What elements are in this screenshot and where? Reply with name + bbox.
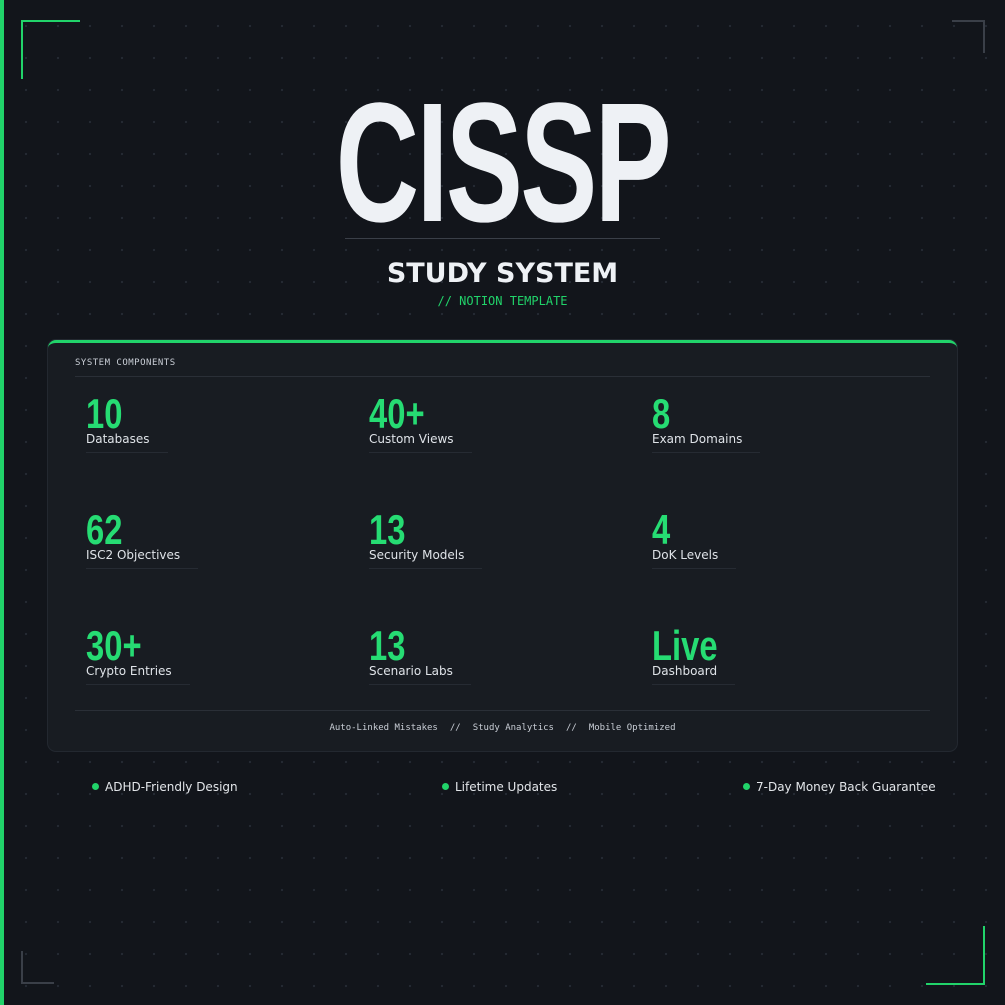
stat-label: Custom Views [369,432,472,453]
footer-item: Mobile Optimized [588,723,676,733]
title: CISSP [335,68,672,258]
stat-value: 4 [652,506,671,553]
stat-value: 13 [369,622,406,669]
feature-dot [92,783,99,790]
stat-value: 40+ [369,390,425,437]
stat-label: Databases [86,432,168,453]
feature-dot [442,783,449,790]
stat-value: 62 [86,506,123,553]
feature-text: 7-Day Money Back Guarantee [756,780,936,794]
panel-heading: SYSTEM COMPONENTS [75,358,176,368]
feature-dot [743,783,750,790]
corner [21,951,54,984]
divider [75,376,930,377]
footer-item: // [449,723,461,733]
footer-item: // [565,723,577,733]
stat-value: 13 [369,506,406,553]
feature-text: Lifetime Updates [455,780,558,794]
tagline: // NOTION TEMPLATE [437,294,568,308]
accent-bar [0,0,4,1005]
panel: SYSTEM COMPONENTS Auto-Linked Mistakes //… [48,340,957,751]
subtitle: STUDY SYSTEM [386,258,619,289]
divider [345,238,660,239]
stat-value: Live [652,622,718,669]
footer-item: Auto-Linked Mistakes [329,723,438,733]
divider [75,710,930,711]
stat-label: Exam Domains [652,432,761,453]
corner [926,926,985,985]
stat-value: 30+ [86,622,142,669]
feature-text: ADHD-Friendly Design [105,780,238,794]
corner [21,20,80,79]
stat-label: Dashboard [652,664,736,685]
panel-footer: Auto-Linked Mistakes // Study Analytics // M… [48,723,957,733]
stat-label: Crypto Entries [86,664,190,685]
stat-value: 8 [652,390,671,437]
stat-label: Scenario Labs [369,664,471,685]
corner [952,20,985,53]
stat-label: ISC2 Objectives [86,548,199,569]
stat-label: DoK Levels [652,548,737,569]
stat-value: 10 [86,390,123,437]
footer-item: Study Analytics [472,723,554,733]
stat-label: Security Models [369,548,483,569]
